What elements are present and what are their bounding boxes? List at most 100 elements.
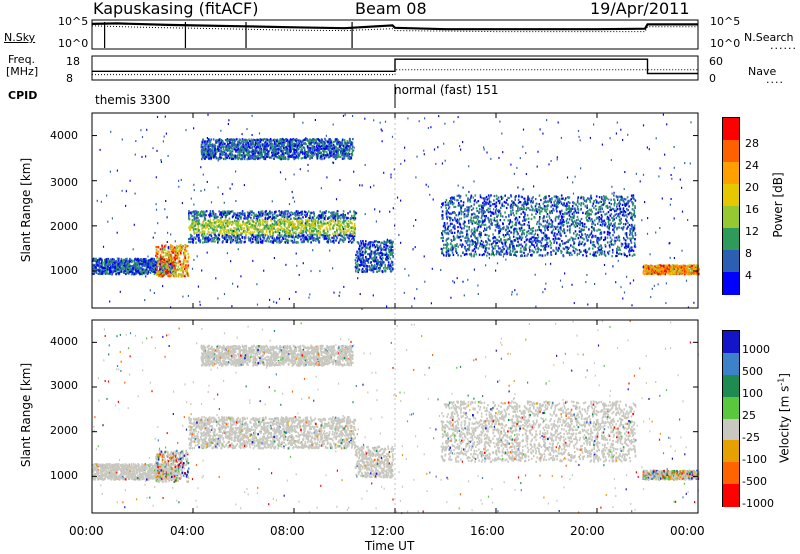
range-cell — [238, 219, 240, 222]
range-cell — [588, 212, 590, 215]
range-cell — [336, 155, 338, 158]
range-cell — [350, 141, 352, 144]
range-cell — [301, 236, 304, 239]
range-cell — [255, 156, 258, 159]
range-cell — [166, 271, 169, 274]
range-cell — [288, 215, 290, 218]
range-cell — [232, 145, 234, 148]
range-cell — [296, 240, 298, 244]
range-cell — [239, 225, 242, 228]
range-cell — [115, 273, 117, 276]
range-cell — [284, 233, 287, 236]
range-cell — [284, 213, 287, 216]
range-cell — [350, 221, 352, 224]
range-cell — [133, 262, 136, 265]
range-cell — [205, 142, 207, 145]
range-cell — [109, 266, 112, 269]
range-cell — [259, 154, 262, 157]
range-cell — [92, 268, 94, 271]
range-cell — [336, 149, 338, 152]
range-cell — [348, 153, 351, 156]
range-cell — [305, 230, 307, 233]
range-cell — [363, 261, 365, 264]
range-cell — [255, 141, 257, 144]
range-cell — [307, 139, 309, 142]
range-cell — [388, 255, 390, 259]
range-cell — [300, 238, 302, 241]
range-cell — [301, 219, 304, 222]
range-cell — [269, 215, 272, 218]
range-cell — [305, 156, 307, 159]
range-cell — [481, 243, 483, 246]
range-cell — [388, 250, 390, 253]
range-cell — [322, 141, 324, 144]
range-cell — [323, 211, 326, 214]
range-cell — [322, 235, 325, 238]
range-cell — [342, 156, 345, 159]
range-cell — [111, 263, 114, 266]
range-cell — [268, 216, 270, 219]
range-cell — [246, 147, 248, 150]
range-cell — [355, 253, 357, 256]
range-cell — [194, 221, 197, 224]
range-cell — [318, 240, 321, 243]
range-cell — [317, 216, 319, 219]
range-cell — [284, 234, 286, 237]
range-cell — [252, 220, 255, 223]
range-cell — [251, 210, 253, 213]
range-cell — [295, 235, 297, 238]
range-cell — [300, 149, 302, 152]
range-cell — [328, 210, 330, 214]
range-cell — [224, 145, 226, 148]
range-cell — [103, 268, 105, 271]
range-cell — [229, 211, 231, 215]
range-cell — [318, 145, 320, 148]
range-cell — [295, 151, 297, 155]
range-cell — [289, 235, 291, 238]
range-cell — [223, 231, 225, 234]
range-cell — [188, 217, 190, 220]
range-cell — [349, 239, 351, 242]
range-cell — [313, 153, 316, 156]
range-cell — [357, 252, 359, 255]
range-cell — [159, 268, 161, 271]
range-cell — [242, 145, 245, 148]
range-cell — [342, 220, 345, 223]
range-cell — [265, 213, 268, 216]
range-cell — [221, 153, 223, 156]
range-cell — [141, 263, 143, 266]
range-cell — [335, 239, 337, 242]
range-cell — [628, 213, 630, 216]
range-cell — [267, 154, 270, 157]
range-cell — [305, 238, 307, 241]
range-cell — [260, 154, 263, 157]
range-cell — [252, 142, 255, 145]
range-cell — [134, 270, 137, 273]
range-cell — [165, 269, 167, 272]
range-cell — [167, 274, 170, 277]
range-cell — [196, 235, 198, 238]
range-cell — [277, 229, 279, 232]
range-cell — [237, 144, 240, 147]
range-cell — [361, 270, 364, 273]
range-cell — [215, 221, 217, 225]
range-cell — [329, 152, 331, 155]
range-cell — [334, 232, 336, 236]
range-cell — [309, 149, 311, 152]
range-cell — [338, 241, 340, 244]
range-cell — [325, 237, 327, 240]
range-cell — [231, 230, 234, 233]
range-cell — [142, 270, 144, 273]
range-cell — [223, 237, 226, 241]
range-cell — [606, 241, 609, 244]
range-cell — [337, 139, 340, 142]
range-cell — [361, 263, 363, 267]
range-cell — [507, 231, 509, 234]
range-cell — [255, 239, 258, 242]
range-cell — [326, 221, 329, 224]
range-cell — [113, 265, 115, 269]
range-cell — [302, 140, 304, 143]
range-cell — [207, 145, 209, 148]
range-cell — [261, 214, 264, 217]
range-cell — [308, 217, 310, 220]
